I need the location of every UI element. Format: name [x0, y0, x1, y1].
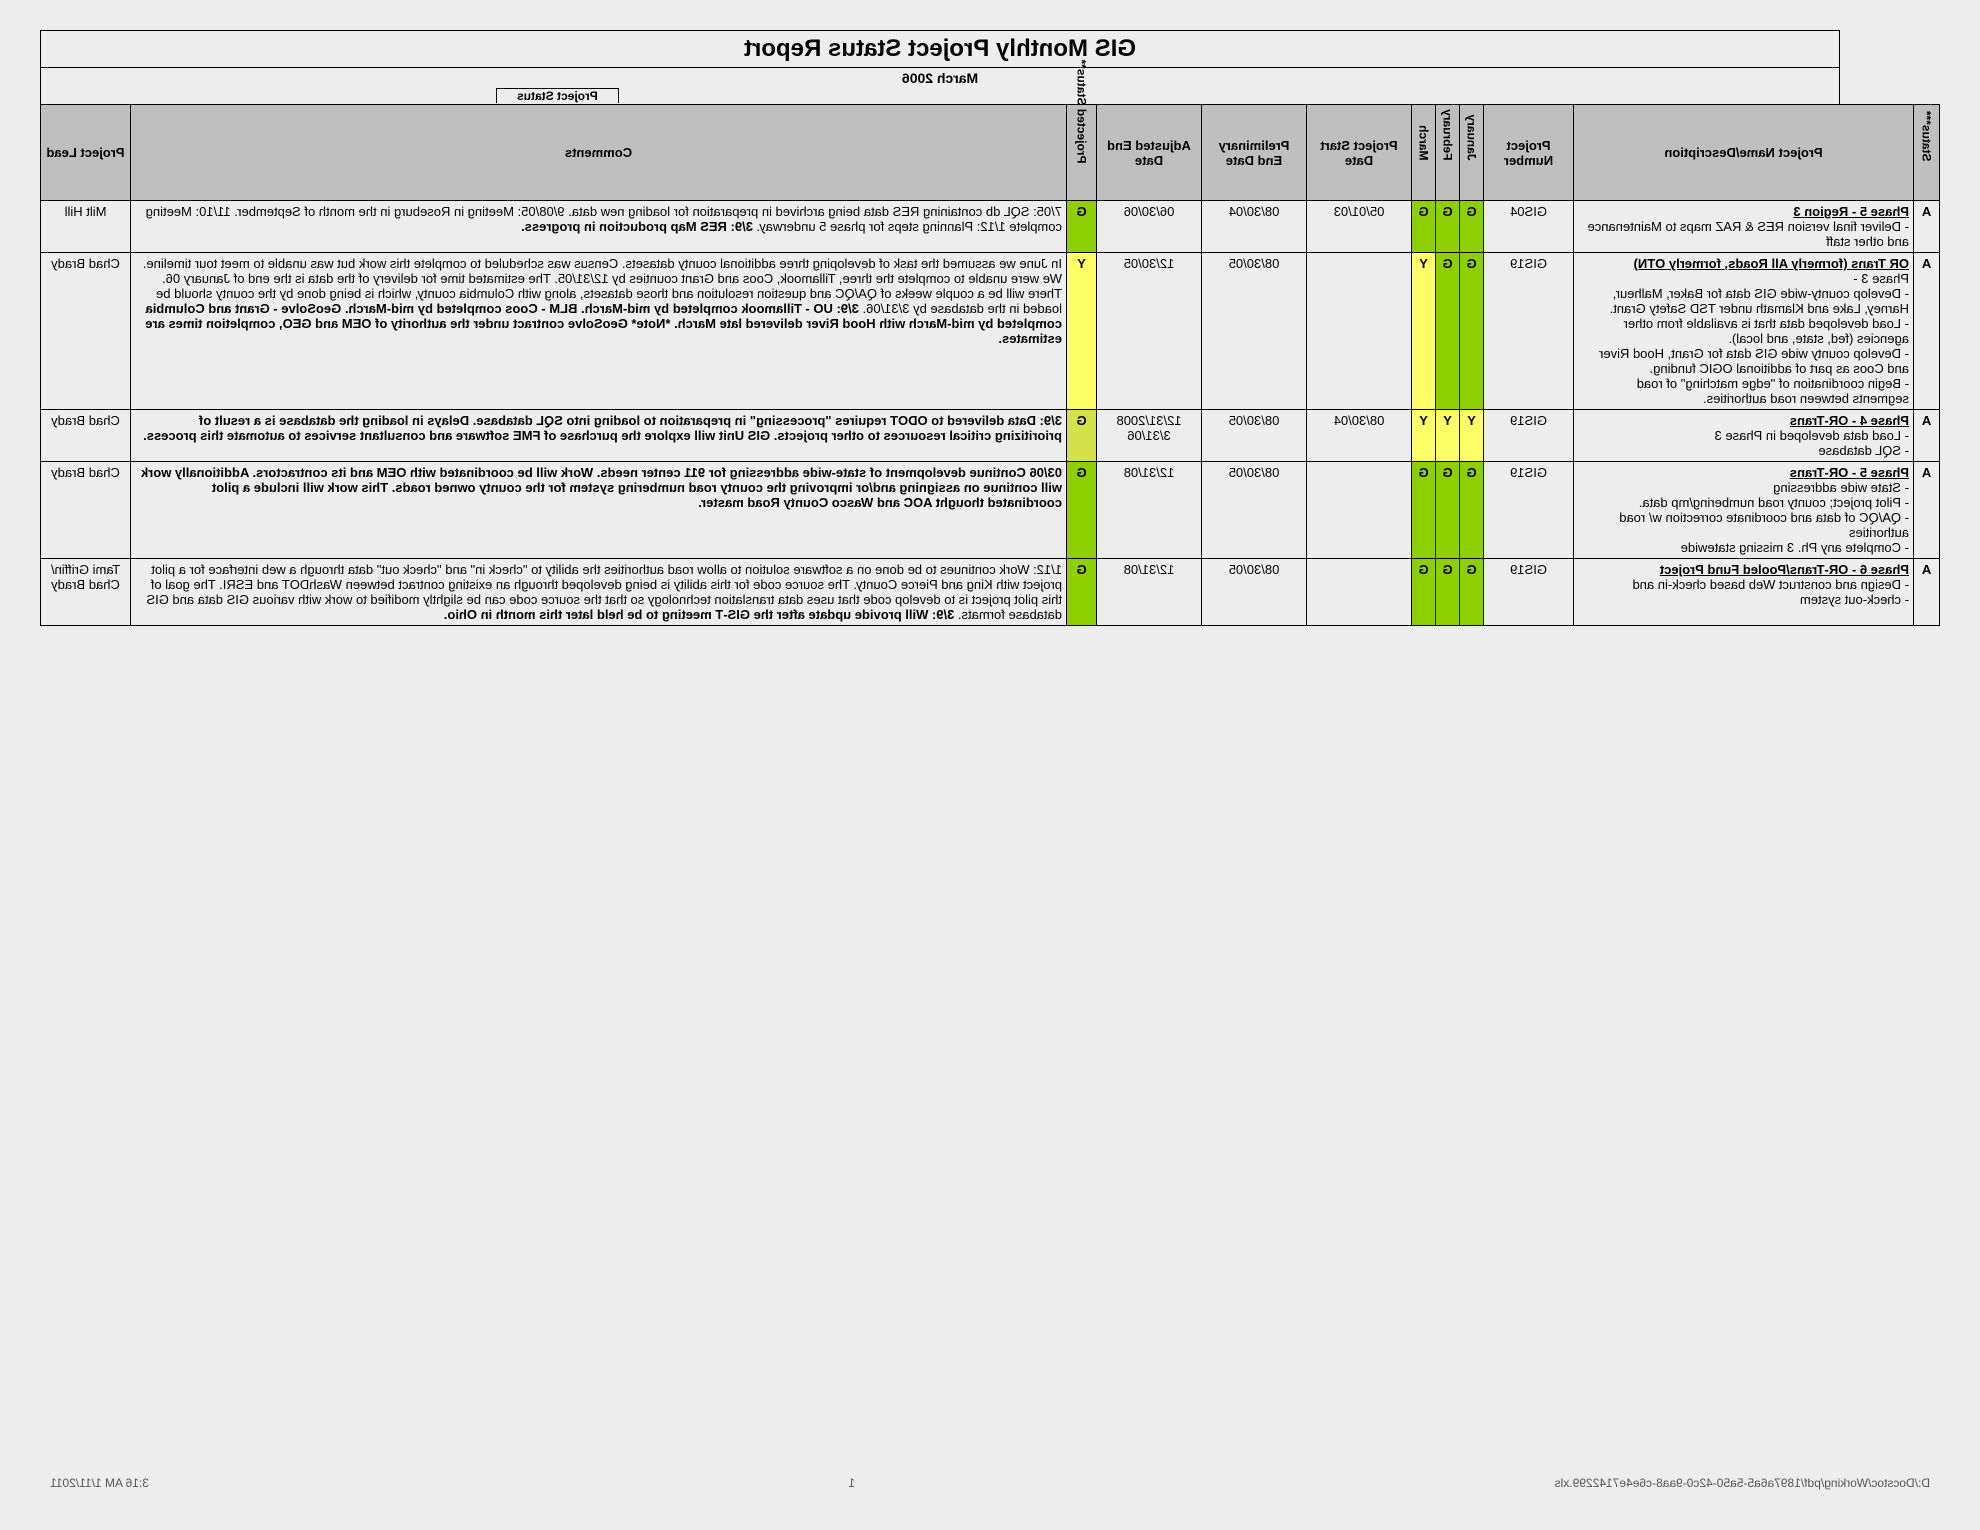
- col-march: March: [1412, 105, 1436, 201]
- status-table: Status*** Project Name/Description Proje…: [40, 104, 1940, 626]
- table-row: APhase 4 - OR-Trans- Load data developed…: [41, 410, 1940, 462]
- report-sheet: GIS Monthly Project Status Report March …: [40, 30, 1940, 1430]
- report-subtitle: March 2006: [41, 68, 1839, 88]
- table-row: AOR Trans (formerly All Roads, formerly …: [41, 253, 1940, 410]
- col-lead: Project Lead: [41, 105, 131, 201]
- col-adjusted: Adjusted End Date: [1097, 105, 1202, 201]
- col-number: Project Number: [1484, 105, 1574, 201]
- report-title: GIS Monthly Project Status Report: [41, 31, 1839, 68]
- footer-path: D:/Docstoc/Working/pdf/1897a6a5-5a50-42c…: [1555, 1476, 1930, 1490]
- col-prelim: Preliminary End Date: [1202, 105, 1307, 201]
- project-status-header: Project Status: [496, 88, 619, 103]
- table-header-row: Status*** Project Name/Description Proje…: [41, 105, 1940, 201]
- col-name: Project Name/Description: [1574, 105, 1914, 201]
- table-row: APhase 5 - Region 3- Deliver final versi…: [41, 201, 1940, 253]
- col-projected: Projected Status**: [1067, 105, 1097, 201]
- col-status: Status***: [1914, 105, 1940, 201]
- col-february: February: [1436, 105, 1460, 201]
- footer-page: 1: [848, 1476, 855, 1490]
- table-row: APhase 5 - OR-Trans- State wide addressi…: [41, 462, 1940, 559]
- col-comments: Comments: [131, 105, 1067, 201]
- col-january: January: [1460, 105, 1484, 201]
- page-footer: D:/Docstoc/Working/pdf/1897a6a5-5a50-42c…: [50, 1476, 1930, 1490]
- table-row: APhase 6 - OR-Trans/Pooled Fund Project-…: [41, 559, 1940, 626]
- col-start: Project Start Date: [1307, 105, 1412, 201]
- footer-stamp: 3:16 AM 1/11/2011: [50, 1476, 149, 1490]
